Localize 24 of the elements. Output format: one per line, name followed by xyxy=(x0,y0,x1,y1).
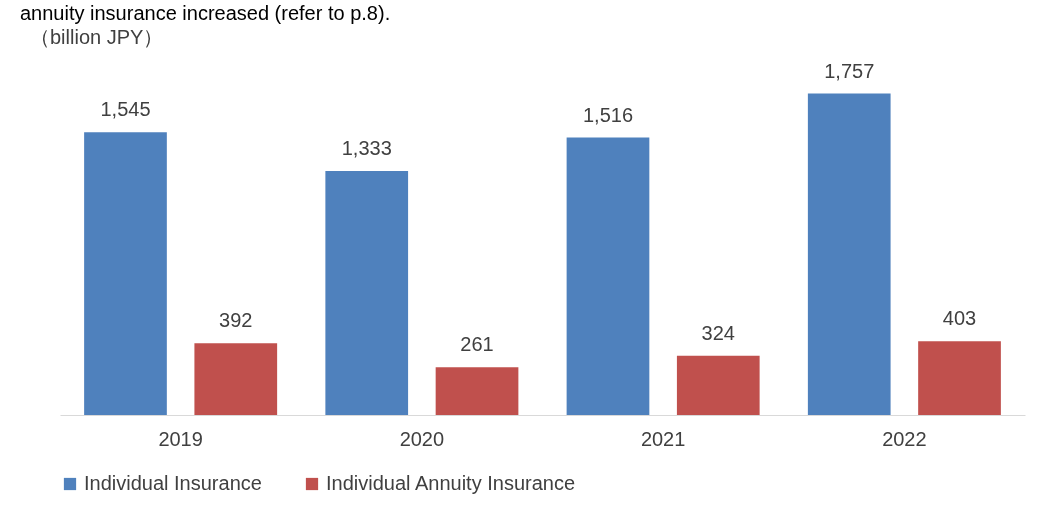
x-tick-label: 2022 xyxy=(882,427,927,450)
data-label: 261 xyxy=(460,333,494,356)
x-tick-label: 2019 xyxy=(158,427,203,450)
data-label: 1,545 xyxy=(100,98,151,121)
bar xyxy=(918,341,1001,415)
x-tick-label: 2021 xyxy=(640,427,686,450)
y-axis-title: （billion JPY） xyxy=(30,25,164,48)
bar xyxy=(194,343,278,415)
data-label: 324 xyxy=(701,321,735,344)
data-label: 403 xyxy=(942,307,977,330)
legend-label: Individual Insurance xyxy=(84,472,262,494)
data-label: 1,757 xyxy=(824,59,875,82)
bar xyxy=(566,137,650,415)
bar xyxy=(84,132,167,415)
data-label: 1,333 xyxy=(341,137,392,160)
bar xyxy=(676,355,760,415)
x-tick-label: 2020 xyxy=(399,427,445,450)
data-label: 392 xyxy=(219,309,253,332)
bar xyxy=(325,171,409,415)
bar xyxy=(807,93,891,415)
legend-label: Individual Annuity Insurance xyxy=(326,472,576,494)
bar xyxy=(435,367,519,415)
data-label: 1,516 xyxy=(582,103,634,126)
text: annuity insurance increased (refer to p.8). xyxy=(19,1,392,26)
